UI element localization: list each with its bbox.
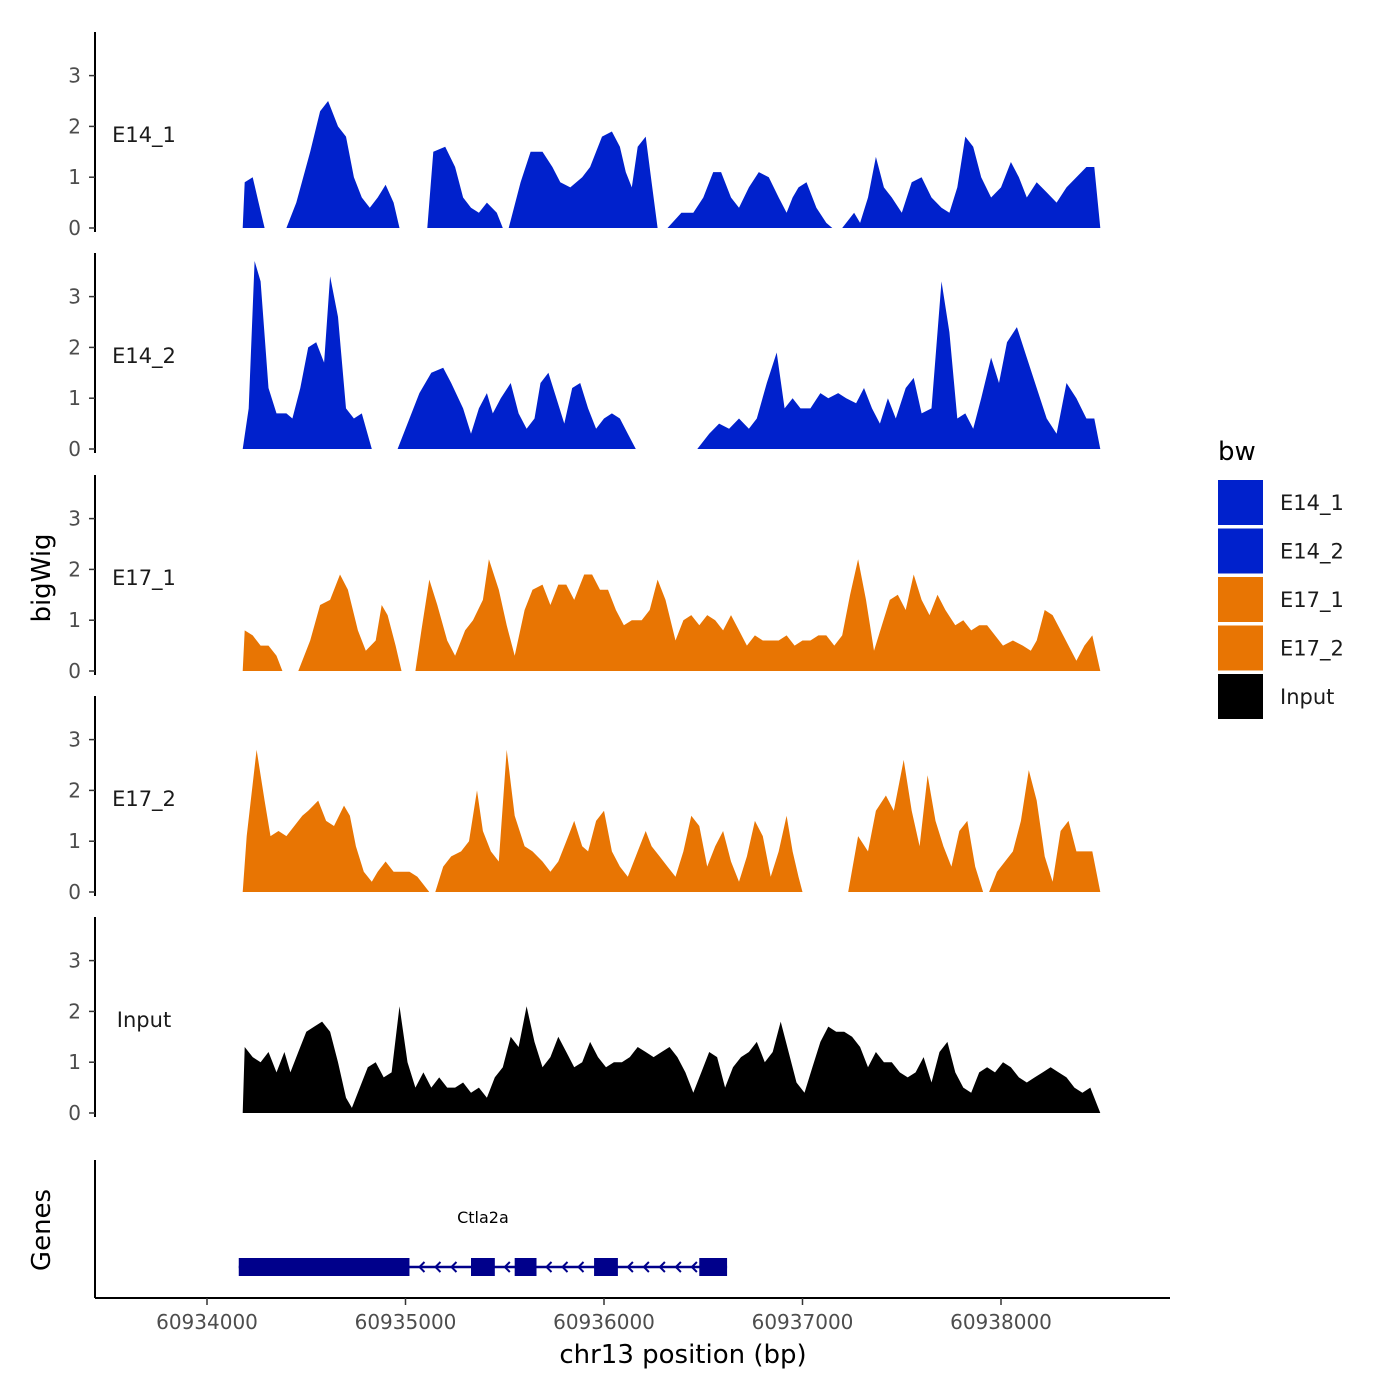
x-axis: chr13 position (bp) 60934000 60935000 6093… <box>95 1297 1170 1370</box>
x-tick-label: 60936000 <box>553 1310 655 1334</box>
track-label: E14_2 <box>112 344 176 369</box>
strand-arrow <box>434 1261 442 1273</box>
coverage-area <box>242 559 1101 671</box>
legend-label: Input <box>1280 685 1334 709</box>
legend-label: E17_2 <box>1280 637 1344 662</box>
legend-swatch <box>1218 674 1263 719</box>
track-label: E14_1 <box>112 123 176 148</box>
track-e14-1: 0 1 2 3 E14_1 <box>68 32 1101 240</box>
coverage-area <box>242 261 1101 449</box>
y-tick-label: 1 <box>68 165 81 189</box>
strand-arrow <box>642 1261 650 1273</box>
track-input: 0 1 2 3 Input <box>68 917 1101 1125</box>
y-tick-label: 2 <box>68 557 81 581</box>
legend: bw E14_1 E14_2 E17_1 E17_2 Input <box>1218 437 1344 719</box>
legend-swatch <box>1218 625 1263 671</box>
track-label: E17_2 <box>112 787 176 812</box>
strand-arrow <box>545 1261 553 1273</box>
gene-panel: Genes Ctla2a <box>27 1160 728 1298</box>
strand-arrow <box>674 1261 682 1273</box>
y-tick-label: 3 <box>68 728 81 752</box>
strand-arrow <box>577 1261 585 1273</box>
y-tick-label: 1 <box>68 829 81 853</box>
gene-name-label: Ctla2a <box>457 1208 509 1227</box>
legend-swatch <box>1218 577 1263 622</box>
y-tick-label: 3 <box>68 949 81 973</box>
track-e14-2: 0 1 2 3 E14_2 <box>68 253 1101 461</box>
coverage-area <box>242 1006 1101 1113</box>
gene-exon <box>514 1258 537 1276</box>
legend-label: E14_1 <box>1280 491 1344 516</box>
coverage-tracks: 0 1 2 3 E14_1 0 1 2 3 E14_2 0 1 2 3 E17_1 0 1 2 3 E17_2 0 1 2 3… <box>68 32 1101 1125</box>
y-tick-label: 0 <box>68 659 81 683</box>
y-tick-label: 0 <box>68 1101 81 1125</box>
x-tick-label: 60934000 <box>156 1310 258 1334</box>
track-label: E17_1 <box>112 566 176 591</box>
gene-panel-title: Genes <box>27 1189 57 1271</box>
strand-arrow <box>418 1261 426 1273</box>
gene-exon <box>699 1258 728 1276</box>
y-tick-label: 2 <box>68 335 81 359</box>
legend-swatch <box>1218 528 1263 574</box>
strand-arrow <box>690 1261 698 1273</box>
y-tick-label: 3 <box>68 507 81 531</box>
track-e17-2: 0 1 2 3 E17_2 <box>68 696 1101 904</box>
y-tick-label: 3 <box>68 64 81 88</box>
track-label: Input <box>117 1008 171 1032</box>
x-tick-label: 60935000 <box>355 1310 457 1334</box>
y-tick-label: 1 <box>68 386 81 410</box>
coverage-area <box>242 749 1101 892</box>
gene-exon <box>594 1258 618 1276</box>
y-tick-label: 2 <box>68 114 81 138</box>
gene-exon <box>471 1258 495 1276</box>
y-tick-label: 3 <box>68 285 81 309</box>
y-axis-title: bigWig <box>27 533 57 622</box>
strand-arrow <box>503 1261 511 1273</box>
gene-model: Ctla2a <box>238 1208 728 1276</box>
y-tick-label: 1 <box>68 608 81 632</box>
y-tick-label: 1 <box>68 1050 81 1074</box>
legend-label: E17_1 <box>1280 588 1344 613</box>
x-tick-label: 60938000 <box>950 1310 1052 1334</box>
strand-arrow <box>626 1261 634 1273</box>
strand-arrow <box>561 1261 569 1273</box>
x-tick-label: 60937000 <box>752 1310 854 1334</box>
strand-arrow <box>658 1261 666 1273</box>
gene-exon <box>238 1258 410 1276</box>
y-tick-label: 2 <box>68 999 81 1023</box>
legend-title: bw <box>1218 437 1256 467</box>
legend-label: E14_2 <box>1280 540 1344 565</box>
y-tick-label: 0 <box>68 437 81 461</box>
track-e17-1: 0 1 2 3 E17_1 <box>68 475 1101 683</box>
strand-arrow <box>450 1261 458 1273</box>
y-tick-label: 0 <box>68 216 81 240</box>
legend-swatch <box>1218 480 1263 525</box>
x-axis-title: chr13 position (bp) <box>559 1340 806 1370</box>
y-tick-label: 0 <box>68 880 81 904</box>
y-tick-label: 2 <box>68 778 81 802</box>
coverage-area <box>242 101 1101 228</box>
